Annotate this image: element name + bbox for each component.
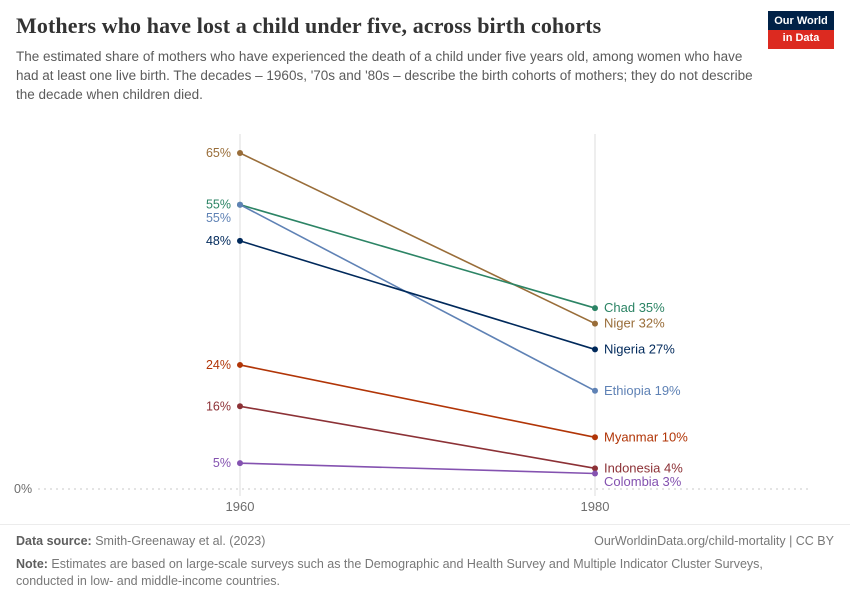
series-point-nigeria-start[interactable] <box>237 237 243 244</box>
series-point-ethiopia-start[interactable] <box>237 201 243 208</box>
footer-note: Note: Estimates are based on large-scale… <box>16 556 788 591</box>
series-start-label-niger: 65% <box>206 146 231 160</box>
owid-logo[interactable]: Our World in Data <box>768 11 834 49</box>
series-point-colombia-end[interactable] <box>592 470 598 477</box>
owid-logo-line1: Our World <box>768 11 834 30</box>
series-start-label-chad: 55% <box>206 198 231 212</box>
series-line-chad[interactable] <box>239 203 596 309</box>
chart-header: Mothers who have lost a child under five… <box>0 0 850 104</box>
series-start-label-myanmar: 24% <box>206 358 231 372</box>
series-point-myanmar-start[interactable] <box>237 361 243 368</box>
series-start-label-nigeria: 48% <box>206 234 231 248</box>
series-point-nigeria-end[interactable] <box>592 346 598 353</box>
series-start-label-ethiopia: 55% <box>206 211 231 225</box>
slope-chart: 1960 1980 0% 65% Niger 32% 55% Chad 35% 55% Ethi… <box>14 134 812 514</box>
series-line-myanmar[interactable] <box>239 364 596 439</box>
series-line-niger[interactable] <box>239 152 596 325</box>
series-point-indonesia-end[interactable] <box>592 465 598 472</box>
series-point-ethiopia-end[interactable] <box>592 387 598 394</box>
series-point-niger-start[interactable] <box>237 150 243 156</box>
series-line-nigeria[interactable] <box>239 240 596 351</box>
data-source-text: Data source: Smith-Greenaway et al. (202… <box>16 534 265 548</box>
series-end-label-colombia: Colombia 3% <box>604 474 682 489</box>
series-point-myanmar-end[interactable] <box>592 434 598 441</box>
series-end-label-indonesia: Indonesia 4% <box>604 460 683 475</box>
series-end-label-chad: Chad 35% <box>604 300 665 315</box>
series-point-indonesia-start[interactable] <box>237 403 243 410</box>
series-start-label-colombia: 5% <box>213 456 231 470</box>
note-label: Note: <box>16 557 48 571</box>
series-end-label-nigeria: Nigeria 27% <box>604 341 675 356</box>
chart-subtitle: The estimated share of mothers who have … <box>16 49 753 103</box>
series-point-chad-end[interactable] <box>592 305 598 312</box>
data-source-label: Data source: <box>16 534 92 548</box>
x-tick-label-1980: 1980 <box>581 499 610 514</box>
series-end-label-ethiopia: Ethiopia 19% <box>604 383 681 398</box>
series-point-niger-end[interactable] <box>592 320 598 327</box>
series-end-label-niger: Niger 32% <box>604 316 665 331</box>
note-value: Estimates are based on large-scale surve… <box>16 557 763 589</box>
x-tick-label-1960: 1960 <box>226 499 255 514</box>
chart-footer: Data source: Smith-Greenaway et al. (202… <box>0 524 850 591</box>
series-line-indonesia[interactable] <box>239 405 596 470</box>
owid-logo-line2: in Data <box>768 30 834 49</box>
data-source-value: Smith-Greenaway et al. (2023) <box>91 534 266 548</box>
page-title: Mothers who have lost a child under five… <box>16 13 602 38</box>
series-start-label-indonesia: 16% <box>206 399 231 413</box>
series-line-ethiopia[interactable] <box>239 203 596 392</box>
series-line-colombia[interactable] <box>239 462 596 475</box>
series-end-label-myanmar: Myanmar 10% <box>604 429 688 444</box>
series-point-colombia-start[interactable] <box>237 460 243 467</box>
owid-license-link[interactable]: OurWorldinData.org/child-mortality | CC … <box>594 534 834 548</box>
footer-source-row: Data source: Smith-Greenaway et al. (202… <box>16 534 834 548</box>
y-zero-label: 0% <box>14 482 32 496</box>
